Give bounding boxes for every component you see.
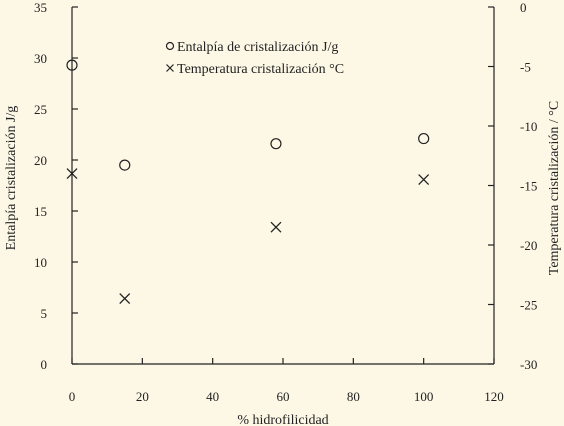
x-tick-label: 40 — [206, 389, 219, 404]
y2-tick-label: 0 — [520, 0, 527, 15]
temperature-point — [418, 174, 430, 186]
y-tick-label: 5 — [41, 306, 48, 321]
enthalpy-point — [66, 59, 78, 71]
y-tick-label: 20 — [34, 153, 47, 168]
y2-tick-label: -30 — [520, 357, 537, 372]
legend-cross-marker — [166, 64, 174, 72]
y2-tick-label: -25 — [520, 298, 537, 313]
temperature-point — [119, 293, 131, 305]
enthalpy-point — [418, 132, 430, 145]
y2-tick-label: -5 — [520, 60, 531, 75]
enthalpy-point — [119, 159, 131, 171]
x-tick-label: 80 — [347, 389, 360, 404]
y-tick-label: 10 — [34, 255, 47, 270]
enthalpy-point — [270, 138, 282, 150]
y-tick-label: 30 — [34, 51, 47, 66]
y-axis-title: Entalpía cristalización J/g — [4, 106, 19, 251]
y2-axis-title: Temperatura cristalización / °C — [547, 101, 562, 276]
x-axis-title: % hidrofilicidad — [237, 413, 328, 426]
temperature-point — [270, 221, 282, 233]
legend-circle-marker — [165, 41, 175, 51]
y-tick-label: 25 — [34, 102, 47, 117]
y-tick-label: 0 — [41, 357, 48, 372]
x-tick-label: 20 — [136, 389, 149, 404]
x-tick-label: 100 — [414, 389, 434, 404]
axes: 0 5 10 15 20 25 30 35 0 -5 -10 -15 -20 -25 -30 0 20 40 60 8… — [34, 0, 537, 404]
data-marks — [66, 59, 430, 305]
legend: Entalpía de cristalización J/g Temperatu… — [165, 40, 344, 77]
x-tick-label: 0 — [69, 389, 76, 404]
legend-label-temperature: Temperatura cristalización °C — [177, 62, 344, 77]
y2-tick-label: -15 — [520, 179, 537, 194]
y2-tick-label: -20 — [520, 238, 537, 253]
x-tick-label: 120 — [484, 389, 504, 404]
temperature-point — [66, 168, 78, 180]
y-tick-label: 15 — [34, 204, 47, 219]
legend-label-enthalpy: Entalpía de cristalización J/g — [177, 40, 338, 55]
x-tick-label: 60 — [277, 389, 290, 404]
y2-tick-label: -10 — [520, 119, 537, 134]
y-tick-label: 35 — [34, 0, 47, 15]
